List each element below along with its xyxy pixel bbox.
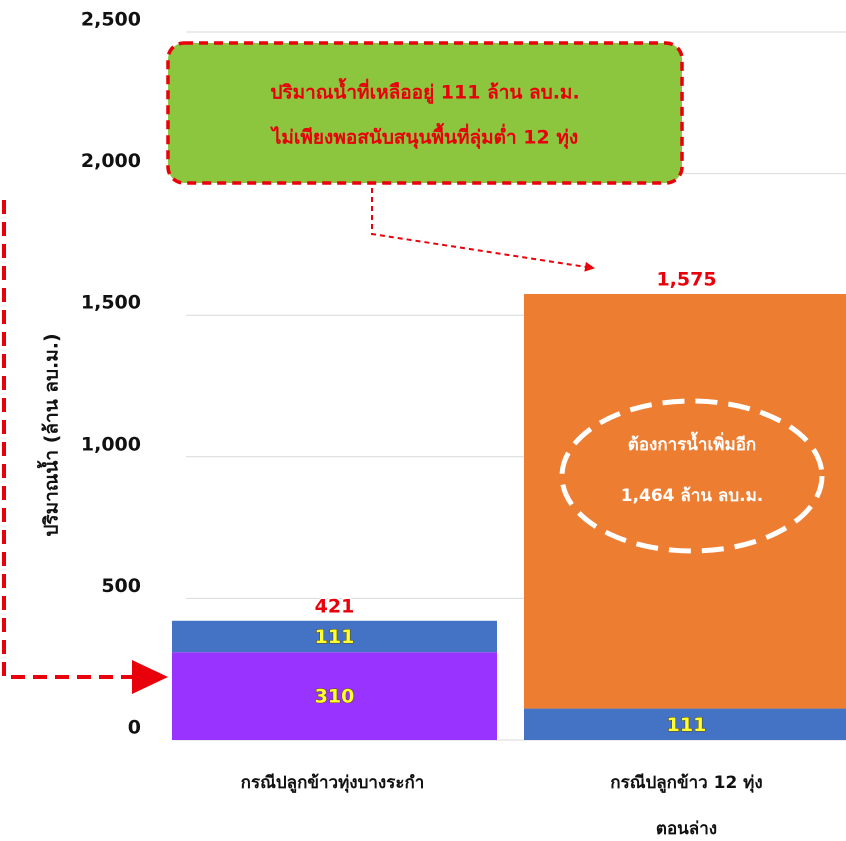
bar-total-label: 1,575 [656,268,716,290]
y-tick-label: 2,500 [81,9,141,31]
oval-line-1: ต้องการน้ำเพิ่มอีก [628,431,756,455]
segment-value-label: 111 [667,714,707,736]
callout-arrow [371,188,595,272]
bar-segment [524,708,846,740]
y-axis-label: ปริมาณน้ำ (ล้าน ลบ.ม.) [37,333,63,536]
segment-value-label: 111 [315,626,355,648]
oval-note: ต้องการน้ำเพิ่มอีก 1,464 ล้าน ลบ.ม. [559,398,825,554]
category-label: กรณีปลูกข้าวทุ่งบางระกำ [241,772,425,794]
y-tick-label: 1,000 [81,433,141,455]
y-tick-label: 0 [128,717,141,739]
bar-segment [172,652,497,740]
segment-value-label: 310 [315,686,355,708]
left-bracket-arrow [2,200,142,679]
callout-line-2: ไม่เพียงพอสนับสนุนพื้นที่ลุ่มต่ำ 12 ทุ่ง [270,123,578,150]
x-axis-categories: กรณีปลูกข้าวทุ่งบางระกำ กรณีปลูกข้าว 12 ท… [241,772,763,839]
left-arrowhead [132,660,168,694]
bar-total-label: 421 [315,595,355,617]
callout-line-1: ปริมาณน้ำที่เหลืออยู่ 111 ล้าน ลบ.ม. [270,78,579,105]
bar-segment [172,620,497,653]
callout-box: ปริมาณน้ำที่เหลืออยู่ 111 ล้าน ลบ.ม. ไม่… [166,41,684,185]
category-label: ตอนล่าง [656,819,717,839]
category-label: กรณีปลูกข้าว 12 ทุ่ง [610,772,762,794]
y-axis-ticks: 0 500 1,000 1,500 2,000 2,500 [81,9,141,739]
oval-line-2: 1,464 ล้าน ลบ.ม. [621,486,764,506]
bar-segment [524,293,846,709]
y-tick-label: 2,000 [81,150,141,172]
y-tick-label: 1,500 [81,292,141,314]
y-tick-label: 500 [101,575,141,597]
bars: 310 111 421 111 1,575 [172,267,846,740]
